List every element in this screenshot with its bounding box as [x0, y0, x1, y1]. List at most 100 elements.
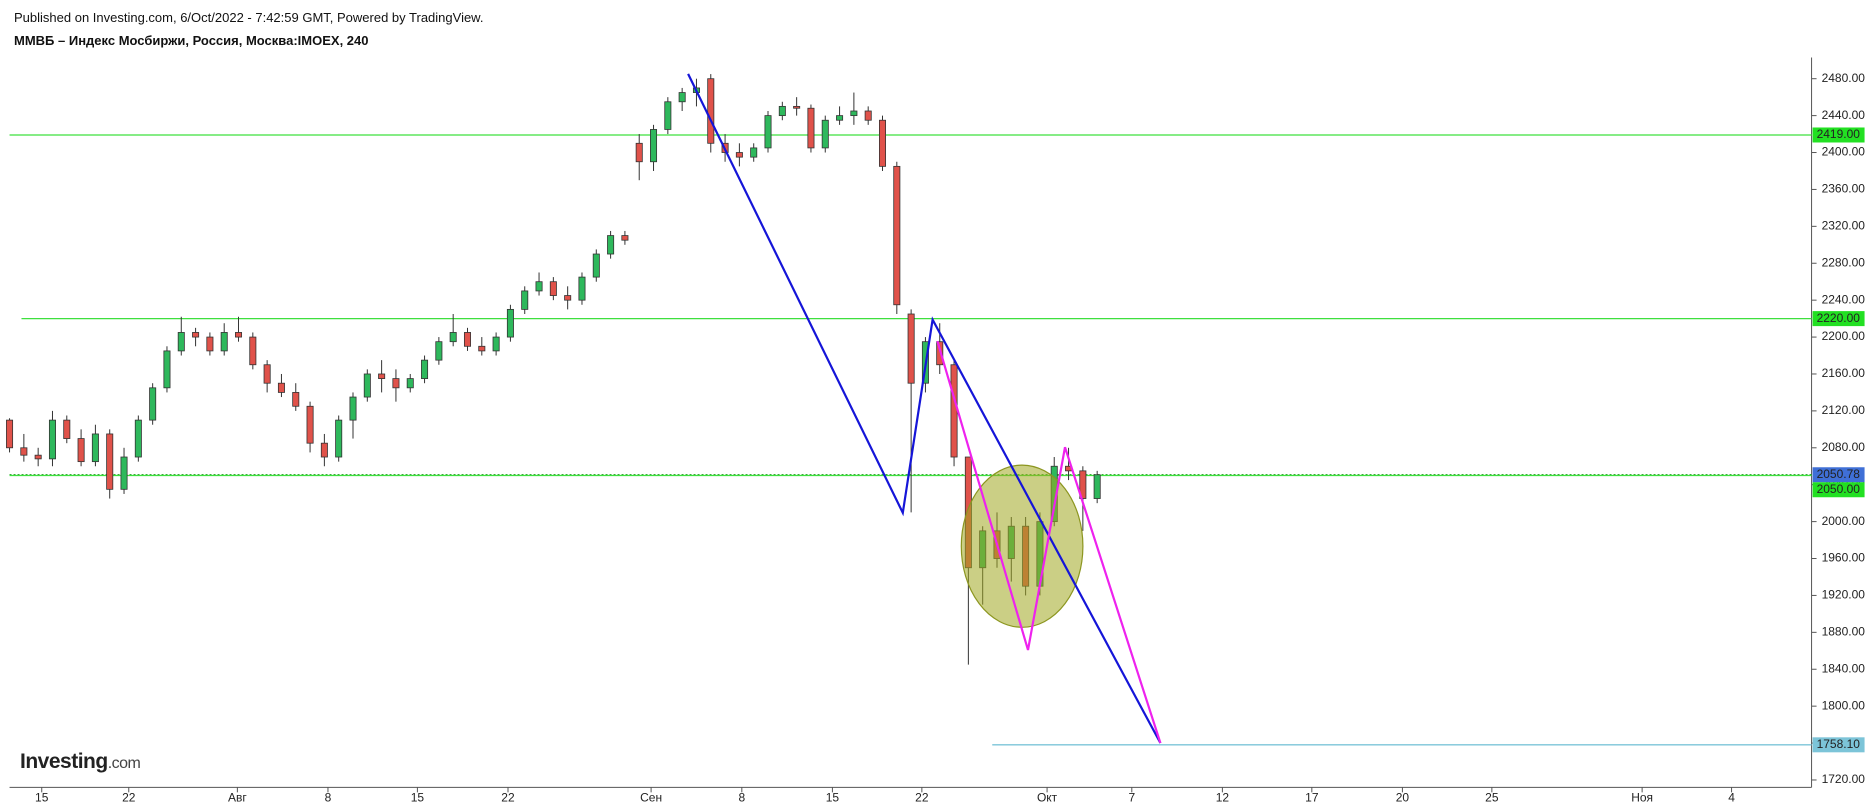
- candle-body: [807, 107, 815, 149]
- level-label-bg: [1812, 127, 1865, 143]
- candle-body: [134, 419, 142, 458]
- candle-body: [220, 332, 228, 352]
- candle-body: [120, 456, 128, 490]
- candle-body: [592, 253, 600, 278]
- x-tick-label: 17: [1305, 791, 1319, 805]
- candle-body: [192, 332, 200, 338]
- published-note: Published on Investing.com, 6/Oct/2022 -…: [14, 10, 484, 25]
- x-tick-label: 22: [122, 791, 136, 805]
- candle-body: [864, 110, 872, 121]
- y-tick-label: 1880.00: [1822, 625, 1866, 639]
- candle-body: [478, 345, 486, 352]
- candle-body: [463, 332, 471, 347]
- candle-body: [177, 332, 185, 352]
- y-tick-label: 1920.00: [1822, 588, 1866, 602]
- candle-body: [235, 332, 243, 338]
- candle-body: [850, 110, 858, 117]
- candle-body: [263, 364, 271, 384]
- y-tick-label: 2320.00: [1822, 219, 1866, 233]
- logo-suffix: .com: [107, 755, 141, 772]
- candle-body: [664, 101, 672, 130]
- candle-body: [6, 419, 14, 449]
- candle-body: [707, 78, 715, 144]
- candle-body: [549, 281, 557, 296]
- blue-zigzag: [687, 73, 1162, 744]
- x-tick-label: 12: [1216, 791, 1230, 805]
- highlight-ellipse: [960, 464, 1084, 628]
- x-tick-label: Окт: [1037, 791, 1058, 805]
- candle-body: [363, 373, 371, 398]
- candle-body: [793, 105, 801, 109]
- y-tick-label: 1800.00: [1822, 698, 1866, 712]
- level-label-bg: [1812, 467, 1865, 483]
- y-tick-label: 1720.00: [1822, 772, 1866, 786]
- candle-body: [950, 364, 958, 458]
- candle-body: [277, 382, 285, 393]
- candle-body: [492, 336, 500, 352]
- y-tick-label: 2400.00: [1822, 145, 1866, 159]
- level-label: 2050.00: [1817, 482, 1861, 496]
- x-tick-label: Ноя: [1631, 791, 1653, 805]
- y-tick-label: 2440.00: [1822, 108, 1866, 122]
- candle-body: [621, 235, 629, 241]
- candle-body: [435, 341, 443, 361]
- x-tick-label: Авг: [228, 791, 247, 805]
- y-tick-label: 2360.00: [1822, 182, 1866, 196]
- candle-body: [63, 419, 71, 439]
- y-tick-label: 2280.00: [1822, 255, 1866, 269]
- logo-brand: Investing: [20, 750, 108, 773]
- candle-body: [378, 373, 386, 379]
- symbol-title: ММВБ – Индекс Мосбиржи, Россия, Москва:I…: [14, 33, 369, 48]
- magenta-zigzag: [936, 340, 1162, 744]
- candle-body: [91, 433, 99, 463]
- plot: 1720.001760.001800.001840.001880.001920.…: [9, 57, 1866, 805]
- level-label: 2050.78: [1817, 467, 1861, 481]
- candle-body: [449, 332, 457, 343]
- candle-body: [1093, 474, 1101, 499]
- candle-body: [292, 392, 300, 407]
- x-tick-label: 15: [826, 791, 840, 805]
- x-tick-label: 4: [1728, 791, 1735, 805]
- logo: Investing.com: [20, 750, 141, 774]
- y-tick-label: 2240.00: [1822, 292, 1866, 306]
- candle-body: [506, 308, 514, 338]
- level-label: 2419.00: [1817, 127, 1861, 141]
- level-label: 2220.00: [1817, 311, 1861, 325]
- y-tick-label: 2080.00: [1822, 440, 1866, 454]
- x-tick-label: 7: [1128, 791, 1135, 805]
- candle-body: [535, 281, 543, 292]
- level-label: 1758.10: [1817, 737, 1861, 751]
- candle-body: [149, 387, 157, 421]
- candle-body: [306, 405, 314, 444]
- candle-body: [34, 454, 42, 460]
- level-label-bg: [1812, 737, 1865, 753]
- candle-body: [936, 341, 944, 366]
- y-tick-label: 2200.00: [1822, 329, 1866, 343]
- candle-body: [764, 115, 772, 149]
- candle-body: [893, 165, 901, 306]
- x-tick-label: 8: [738, 791, 745, 805]
- level-label-bg: [1812, 482, 1865, 498]
- x-tick-label: 15: [35, 791, 49, 805]
- candle-body: [650, 129, 658, 163]
- candle-body: [163, 350, 171, 389]
- candle-body: [1079, 470, 1087, 499]
- y-tick-label: 2120.00: [1822, 403, 1866, 417]
- y-tick-label: 1960.00: [1822, 551, 1866, 565]
- candle-body: [421, 359, 429, 379]
- x-tick-label: 15: [411, 791, 425, 805]
- x-tick-label: 22: [915, 791, 929, 805]
- candle-body: [879, 119, 887, 167]
- candle-body: [678, 92, 686, 103]
- candle-body: [735, 152, 743, 158]
- candle-body: [249, 336, 257, 366]
- candle-body: [48, 419, 56, 460]
- y-tick-label: 2000.00: [1822, 514, 1866, 528]
- candle-body: [335, 419, 343, 458]
- candle-body: [77, 438, 85, 463]
- candle-body: [907, 313, 915, 384]
- y-tick-label: 1840.00: [1822, 661, 1866, 675]
